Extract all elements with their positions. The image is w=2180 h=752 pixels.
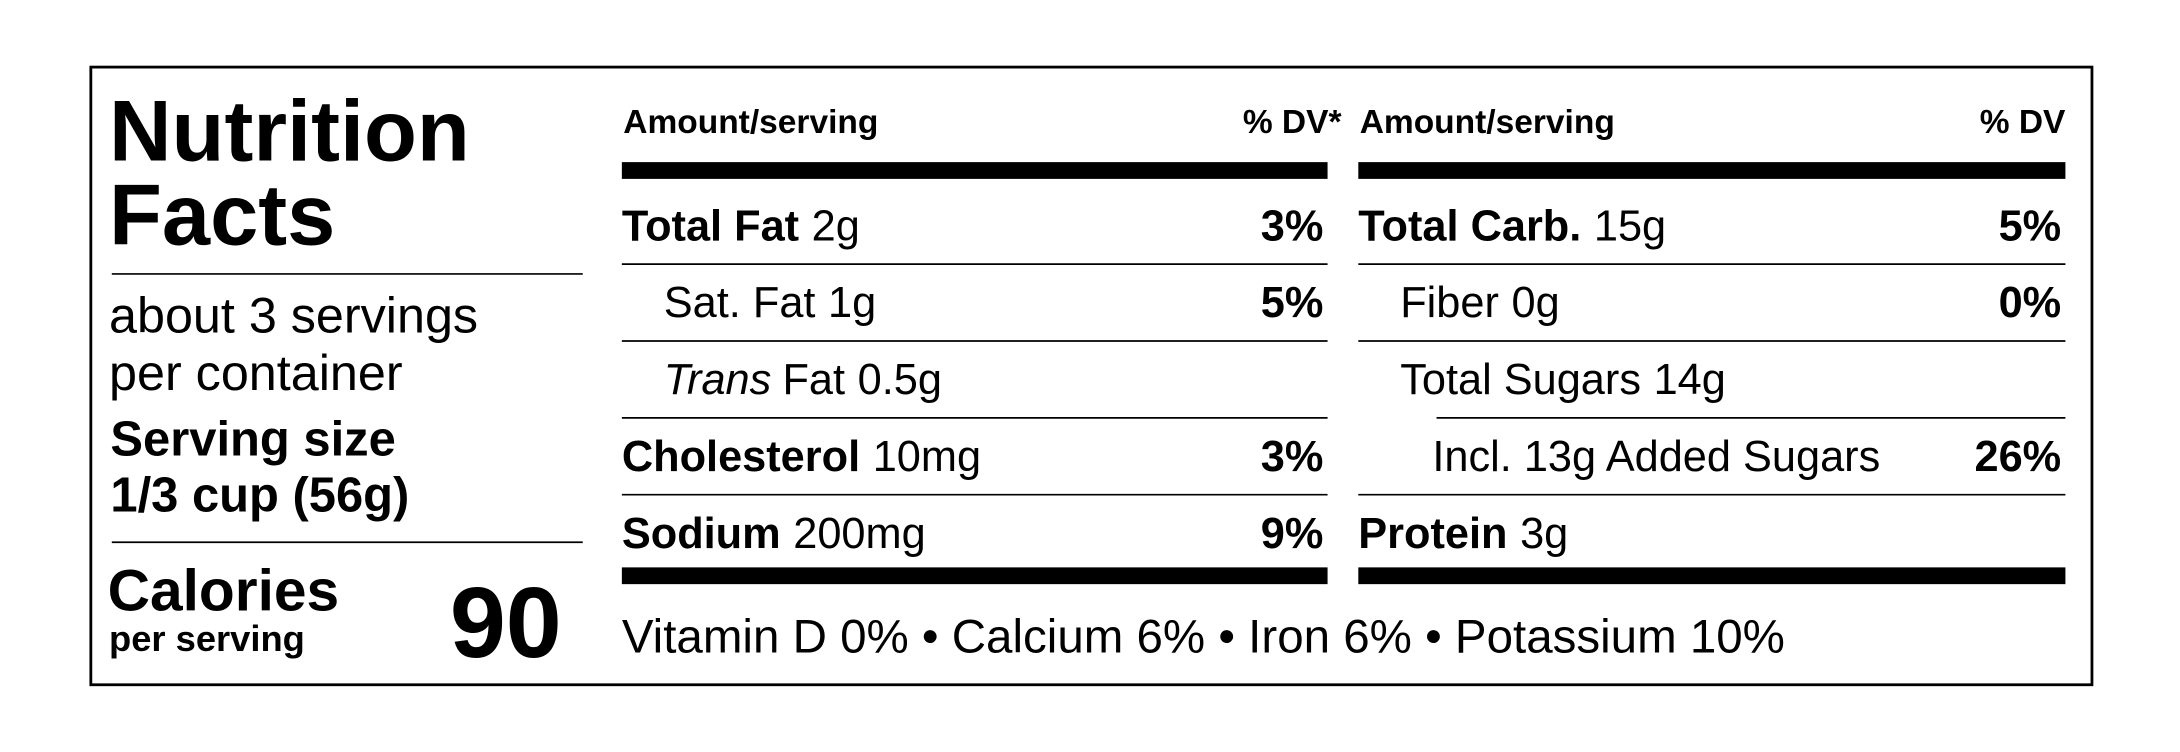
nutrient-name: Cholesterol <box>622 433 860 481</box>
nutrient-row: Total Sugars 14g <box>1400 356 1726 404</box>
nutrient-row: Protein 3g <box>1358 510 1568 558</box>
serving-size: 1/3 cup (56g) <box>110 468 409 522</box>
nutrient-dv: 5% <box>1999 202 2062 250</box>
serving-size: Serving size <box>110 413 395 467</box>
nutrient-amount: 14g <box>1654 356 1726 404</box>
nutrient-row: Sat. Fat 1g <box>664 279 876 327</box>
servings: per container <box>109 344 403 401</box>
nutrient-name: Trans <box>664 356 772 404</box>
nutrient-name: Sat. Fat <box>664 279 816 327</box>
nutrient-row: Incl. 13g Added Sugars <box>1432 433 1880 481</box>
column-header-dv: % DV* <box>1243 104 1343 141</box>
nutrient-dv: 3% <box>1261 433 1324 481</box>
nutrient-row: Fiber 0g <box>1400 279 1559 327</box>
thick-bar <box>1358 162 2066 179</box>
nutrient-dv: 5% <box>1261 279 1324 327</box>
nutrient-amount: 3g <box>1520 510 1568 558</box>
nutrient-amount: 0g <box>1511 279 1559 327</box>
nutrient-amount: 10mg <box>873 433 981 481</box>
nutrient-dv: 3% <box>1261 202 1324 250</box>
nutrient-amount: 2g <box>812 202 860 250</box>
nutrient-row: Trans Fat 0.5g <box>664 356 942 404</box>
nutrient-dv: 9% <box>1261 510 1324 558</box>
nutrient-name: Incl. 13g Added Sugars <box>1432 433 1880 481</box>
thick-bar <box>621 162 1328 179</box>
nutrient-name: Total Carb. <box>1358 202 1581 250</box>
vitamins: Vitamin D 0% • Calcium 6% • Iron 6% • Po… <box>622 611 1785 664</box>
thick-bar <box>1358 567 2066 585</box>
nutrient-name: Protein <box>1358 510 1507 558</box>
nutrient-amount: 200mg <box>793 510 925 558</box>
column-header: Amount/serving <box>623 104 878 141</box>
nutrient-amount: 0.5g <box>858 356 942 404</box>
nutrient-name: Total Fat <box>622 202 799 250</box>
nutrient-row: Cholesterol 10mg <box>622 433 981 481</box>
column-header: Amount/serving <box>1360 104 1615 141</box>
nutrient-dv: 0% <box>1999 279 2062 327</box>
calories-label: Calories <box>108 559 340 624</box>
nutrient-name: Fiber <box>1400 279 1499 327</box>
nutrient-amount: 1g <box>828 279 876 327</box>
thick-bar <box>621 567 1328 585</box>
nutrient-name: Fat <box>782 356 845 404</box>
nutrient-amount: 15g <box>1594 202 1666 250</box>
column-header-dv: % DV <box>1980 104 2066 141</box>
title-line: Facts <box>109 168 335 264</box>
nutrient-dv: 26% <box>1975 433 2062 481</box>
nutrient-name: Sodium <box>622 510 781 558</box>
calories-value: 90 <box>450 567 562 679</box>
title-line: Nutrition <box>109 84 470 180</box>
nutrient-row: Sodium 200mg <box>622 510 926 558</box>
servings: about 3 servings <box>109 287 478 344</box>
nutrient-name: Total Sugars <box>1400 356 1641 404</box>
nutrient-row: Total Carb. 15g <box>1358 202 1666 250</box>
calories-sublabel: per serving <box>109 618 305 659</box>
nutrient-row: Total Fat 2g <box>622 202 860 250</box>
